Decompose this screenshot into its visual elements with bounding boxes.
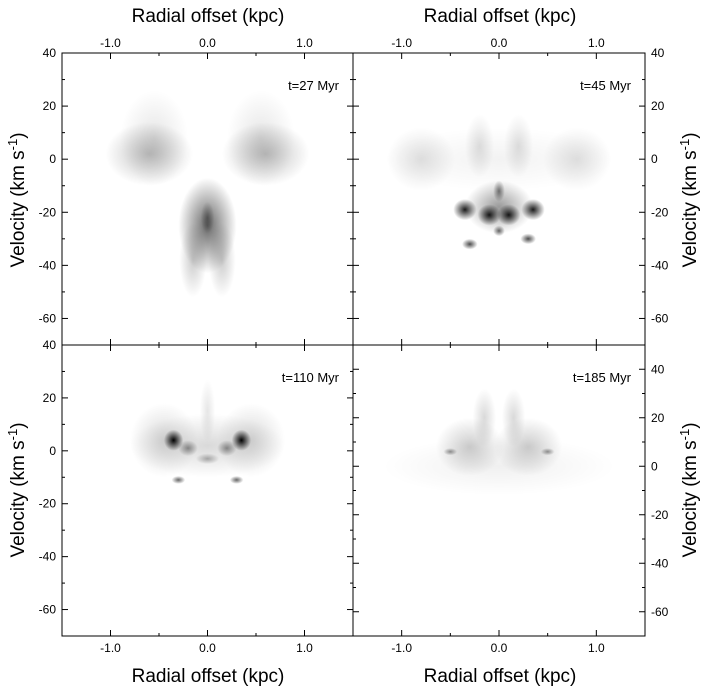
x-tick-label: 1.0 bbox=[588, 36, 605, 50]
heatmap-feature bbox=[199, 379, 216, 443]
y-title-close: ) bbox=[8, 132, 29, 138]
x-axis-title-bottom-right: Radial offset (kpc) bbox=[424, 666, 577, 687]
heatmap-feature bbox=[179, 222, 207, 298]
heatmap-feature bbox=[171, 475, 186, 484]
y-title-close: ) bbox=[680, 132, 701, 138]
y-tick-label: 0 bbox=[49, 152, 56, 166]
heatmap-feature bbox=[521, 199, 545, 221]
panel-bottom-left: -1.0 0.0 1.0 40 20 0 -20 -40 -60 t=110 Myr bbox=[39, 338, 354, 655]
x-tick-label: -1.0 bbox=[100, 36, 121, 50]
heatmap-feature bbox=[178, 440, 198, 457]
heatmap-feature bbox=[497, 204, 521, 226]
y-title-sup: -1 bbox=[5, 429, 20, 441]
y-tick-label: 40 bbox=[651, 46, 665, 60]
x-tick-label: 1.0 bbox=[296, 641, 313, 655]
heatmap-feature bbox=[226, 90, 295, 186]
y-title-main: Velocity (km s bbox=[8, 440, 29, 557]
panel-top-left: -1.0 0.0 1.0 40 20 0 -20 -40 -60 t=27 Myr bbox=[39, 36, 354, 346]
y-tick-label: 20 bbox=[43, 99, 57, 113]
heatmap-feature bbox=[453, 199, 477, 221]
y-tick-label: 20 bbox=[651, 411, 665, 425]
y-tick-label: -40 bbox=[651, 258, 669, 272]
heatmap-feature bbox=[472, 388, 497, 447]
y-tick-label: -60 bbox=[651, 311, 669, 325]
y-title-main: Velocity (km s bbox=[8, 150, 29, 267]
y-tick-label: 40 bbox=[43, 46, 57, 60]
y-tick-label: 20 bbox=[651, 99, 665, 113]
heatmap-feature bbox=[477, 204, 501, 226]
y-title-sup: -1 bbox=[5, 139, 20, 151]
heatmap-feature bbox=[462, 238, 478, 250]
x-tick-label: 0.0 bbox=[491, 36, 508, 50]
panel-bottom-right: -1.0 0.0 1.0 40 20 0 -20 -40 -60 t=185 Myr bbox=[352, 344, 669, 655]
heatmap-layer bbox=[105, 90, 310, 298]
heatmap-layer bbox=[129, 379, 286, 484]
heatmap-layer bbox=[382, 388, 616, 496]
y-title-main: Velocity (km s bbox=[680, 440, 701, 557]
heatmap-feature bbox=[208, 222, 236, 298]
x-tick-label: -1.0 bbox=[391, 641, 412, 655]
y-title-close: ) bbox=[680, 422, 701, 428]
y-axis-title-top-left: Velocity (km s-1) bbox=[5, 132, 29, 267]
y-axis-title-bottom-left: Velocity (km s-1) bbox=[5, 422, 29, 557]
x-tick-label: 1.0 bbox=[296, 36, 313, 50]
y-tick-label: -60 bbox=[39, 603, 57, 617]
x-tick-label: 0.0 bbox=[199, 641, 216, 655]
heatmap-feature bbox=[542, 127, 611, 192]
x-axis-title-top-left: Radial offset (kpc) bbox=[132, 6, 285, 27]
heatmap-feature bbox=[387, 127, 456, 192]
heatmap-feature bbox=[120, 90, 189, 186]
y-tick-label: 20 bbox=[43, 391, 57, 405]
x-axis-title-bottom-left: Radial offset (kpc) bbox=[132, 666, 285, 687]
y-tick-label: -20 bbox=[651, 508, 669, 522]
y-tick-label: 0 bbox=[651, 459, 658, 473]
y-tick-label: 0 bbox=[651, 152, 658, 166]
time-annotation: t=45 Myr bbox=[580, 78, 632, 93]
y-axis-title-bottom-right: Velocity (km s-1) bbox=[677, 422, 701, 557]
y-tick-label: 0 bbox=[49, 444, 56, 458]
heatmap-feature bbox=[520, 233, 536, 245]
y-title-main: Velocity (km s bbox=[680, 150, 701, 267]
x-tick-label: 0.0 bbox=[199, 36, 216, 50]
heatmap-feature bbox=[540, 448, 555, 456]
time-annotation: t=27 Myr bbox=[288, 78, 340, 93]
heatmap-feature bbox=[200, 201, 215, 234]
y-tick-label: -60 bbox=[651, 605, 669, 619]
heatmap-feature bbox=[493, 180, 505, 202]
heatmap-layer bbox=[382, 114, 616, 250]
heatmap-feature bbox=[231, 429, 252, 451]
heatmap-feature bbox=[217, 440, 237, 457]
y-tick-label: -40 bbox=[39, 258, 57, 272]
time-annotation: t=110 Myr bbox=[282, 370, 340, 385]
y-title-sup: -1 bbox=[677, 139, 692, 151]
x-axis-title-top-right: Radial offset (kpc) bbox=[424, 6, 577, 27]
y-tick-label: -20 bbox=[39, 205, 57, 219]
y-tick-label: -40 bbox=[39, 550, 57, 564]
heatmap-feature bbox=[195, 453, 220, 465]
heatmap-feature bbox=[503, 114, 534, 178]
x-tick-label: 0.0 bbox=[491, 641, 508, 655]
heatmap-feature bbox=[229, 475, 244, 484]
y-tick-label: 40 bbox=[43, 338, 57, 352]
time-annotation: t=185 Myr bbox=[573, 370, 632, 385]
panel-top-right: -1.0 0.0 1.0 40 20 0 -20 -40 -60 t=45 Myr bbox=[352, 36, 669, 346]
y-tick-label: -40 bbox=[651, 556, 669, 570]
y-title-close: ) bbox=[8, 422, 29, 428]
heatmap-feature bbox=[443, 448, 458, 456]
heatmap-feature bbox=[501, 388, 526, 447]
x-tick-label: 1.0 bbox=[588, 641, 605, 655]
y-tick-label: 40 bbox=[651, 362, 665, 376]
x-tick-label: -1.0 bbox=[100, 641, 121, 655]
heatmap-feature bbox=[464, 114, 495, 178]
y-title-sup: -1 bbox=[677, 429, 692, 441]
y-tick-label: -60 bbox=[39, 311, 57, 325]
y-tick-label: -20 bbox=[39, 497, 57, 511]
x-tick-label: -1.0 bbox=[391, 36, 412, 50]
y-tick-label: -20 bbox=[651, 205, 669, 219]
heatmap-feature bbox=[163, 429, 184, 451]
heatmap-feature bbox=[493, 225, 505, 237]
y-axis-title-top-right: Velocity (km s-1) bbox=[677, 132, 701, 267]
